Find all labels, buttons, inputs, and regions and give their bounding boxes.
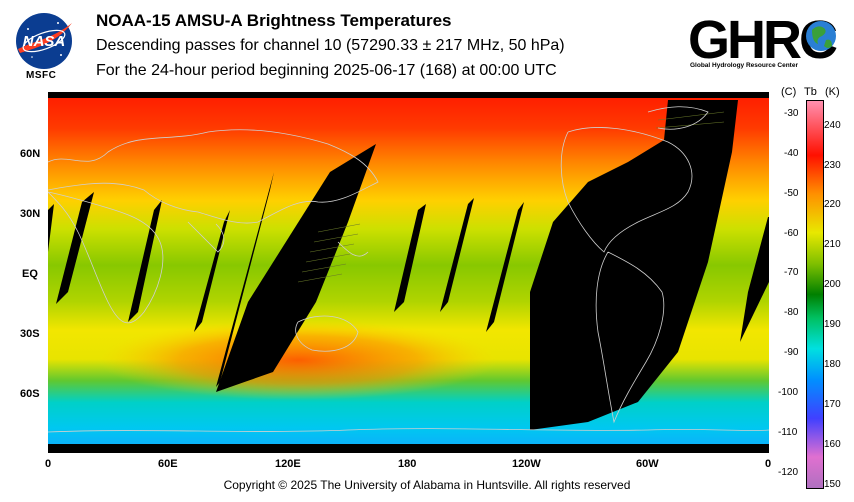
lon-label-60w: 60W xyxy=(636,458,659,470)
ghrc-subtitle: Global Hydrology Resource Center xyxy=(690,62,798,69)
nasa-logo: NASA xyxy=(14,11,74,71)
celsius-tick: -80 xyxy=(784,307,799,318)
celsius-tick: -120 xyxy=(778,467,799,478)
celsius-tick: -30 xyxy=(784,108,799,119)
colorbar-unit-tb: Tb xyxy=(804,86,817,98)
celsius-tick: -100 xyxy=(778,387,799,398)
kelvin-tick: 230 xyxy=(824,160,841,171)
kelvin-tick: 190 xyxy=(824,319,841,330)
celsius-tick: -50 xyxy=(784,188,799,199)
lat-label-60s: 60S xyxy=(20,388,40,400)
lat-label-60n: 60N xyxy=(20,148,41,160)
lon-label-180: 180 xyxy=(398,458,417,470)
kelvin-tick: 150 xyxy=(824,479,841,490)
lon-label-120w: 120W xyxy=(512,458,541,470)
page-title: NOAA-15 AMSU-A Brightness Temperatures xyxy=(96,11,452,30)
msfc-label: MSFC xyxy=(26,70,57,81)
copyright-notice: Copyright © 2025 The University of Alaba… xyxy=(223,478,631,492)
celsius-tick: -90 xyxy=(784,347,799,358)
celsius-tick: -40 xyxy=(784,148,799,159)
colorbar-unit-c: (C) xyxy=(781,86,797,98)
kelvin-tick: 160 xyxy=(824,439,841,450)
kelvin-tick: 170 xyxy=(824,399,841,410)
celsius-tick: -110 xyxy=(778,427,798,438)
period-subtitle: For the 24-hour period beginning 2025-06… xyxy=(96,62,557,79)
kelvin-tick: 200 xyxy=(824,279,841,290)
lat-label-eq: EQ xyxy=(22,268,38,280)
kelvin-tick: 210 xyxy=(824,239,841,250)
lat-label-30n: 30N xyxy=(20,208,41,220)
brightness-map xyxy=(47,92,770,453)
lon-label-0: 0 xyxy=(45,458,52,470)
coastlines xyxy=(47,106,770,433)
lon-label-120e: 120E xyxy=(275,458,301,470)
channel-subtitle: Descending passes for channel 10 (57290.… xyxy=(96,37,565,54)
lon-label-60e: 60E xyxy=(158,458,178,470)
ghrc-logo: GHRC xyxy=(688,6,848,76)
orbit-gaps xyxy=(48,100,769,430)
kelvin-tick: 220 xyxy=(824,199,841,210)
colorbar-unit-k: (K) xyxy=(825,86,840,98)
lat-label-30s: 30S xyxy=(20,328,40,340)
lon-label-0-east: 0 xyxy=(765,458,772,470)
north-edge-band xyxy=(48,92,769,98)
colorbar xyxy=(806,100,824,489)
southern-warm-region xyxy=(98,320,498,400)
celsius-tick: -60 xyxy=(784,228,799,239)
nasa-logo-text: NASA xyxy=(23,33,66,50)
kelvin-tick: 180 xyxy=(824,359,841,370)
scan-streaks xyxy=(297,111,725,283)
kelvin-tick: 240 xyxy=(824,120,841,131)
south-edge-band xyxy=(48,444,769,453)
celsius-tick: -70 xyxy=(784,267,799,278)
